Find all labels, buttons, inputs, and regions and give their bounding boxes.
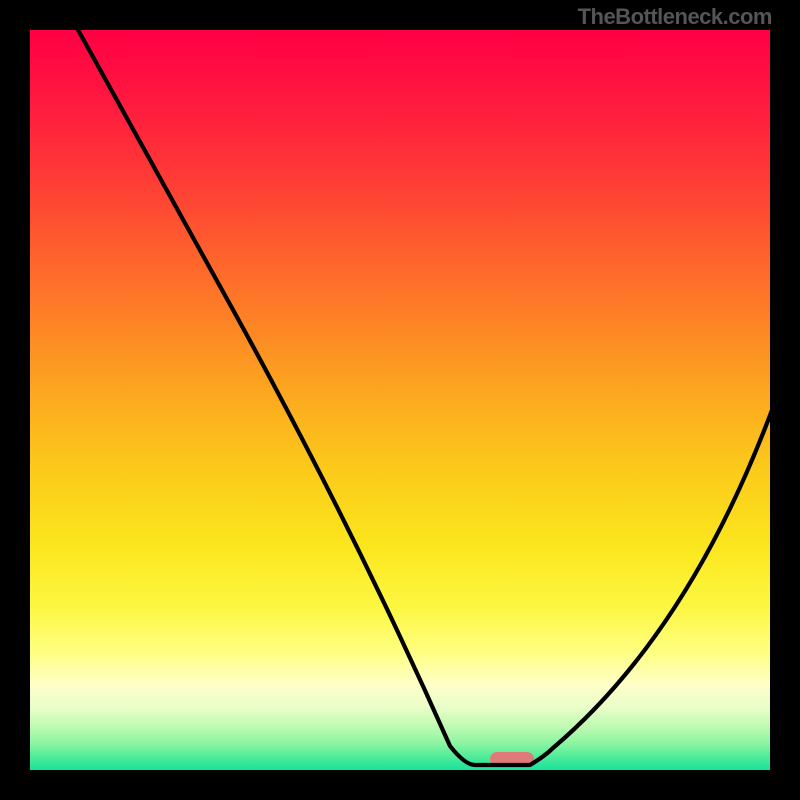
plot-area (30, 30, 770, 770)
chart-container: TheBottleneck.com (0, 0, 800, 800)
watermark-label: TheBottleneck.com (578, 4, 772, 30)
bottleneck-chart-svg (30, 30, 770, 770)
